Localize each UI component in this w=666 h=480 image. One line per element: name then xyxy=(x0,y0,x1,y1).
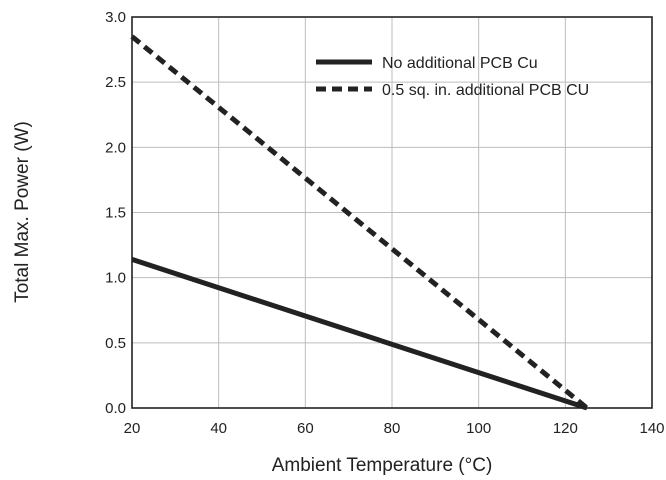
x-tick-label: 140 xyxy=(639,420,664,437)
series-line-dashed xyxy=(130,34,589,410)
x-tick-label: 120 xyxy=(553,420,578,437)
y-tick-label: 1.5 xyxy=(105,205,126,222)
grid xyxy=(132,17,652,408)
legend: No additional PCB Cu 0.5 sq. in. additio… xyxy=(316,55,589,99)
y-tick-label: 1.0 xyxy=(105,270,126,287)
plot-frame xyxy=(131,16,653,409)
y-tick-label: 0.0 xyxy=(105,400,126,417)
series-line-solid xyxy=(131,257,588,411)
x-tick-label: 20 xyxy=(124,420,141,437)
x-tick-label: 100 xyxy=(466,420,491,437)
x-tick-label: 40 xyxy=(210,420,227,437)
series-group xyxy=(130,34,589,411)
legend-label-solid: No additional PCB Cu xyxy=(382,55,538,72)
y-tick-label: 2.0 xyxy=(105,139,126,156)
y-axis-label: Total Max. Power (W) xyxy=(12,121,33,303)
y-tick-label: 2.5 xyxy=(105,74,126,91)
legend-label-dashed: 0.5 sq. in. additional PCB CU xyxy=(382,82,589,99)
x-tick-label: 80 xyxy=(384,420,401,437)
y-tick-label: 0.5 xyxy=(105,335,126,352)
tick-labels: 20 40 60 80 100 120 140 0.0 0.5 1.0 1.5 2.0 2.5 3.0 xyxy=(105,9,664,437)
x-tick-label: 60 xyxy=(297,420,314,437)
x-axis-label: Ambient Temperature (°C) xyxy=(272,455,493,476)
y-tick-label: 3.0 xyxy=(105,9,126,26)
